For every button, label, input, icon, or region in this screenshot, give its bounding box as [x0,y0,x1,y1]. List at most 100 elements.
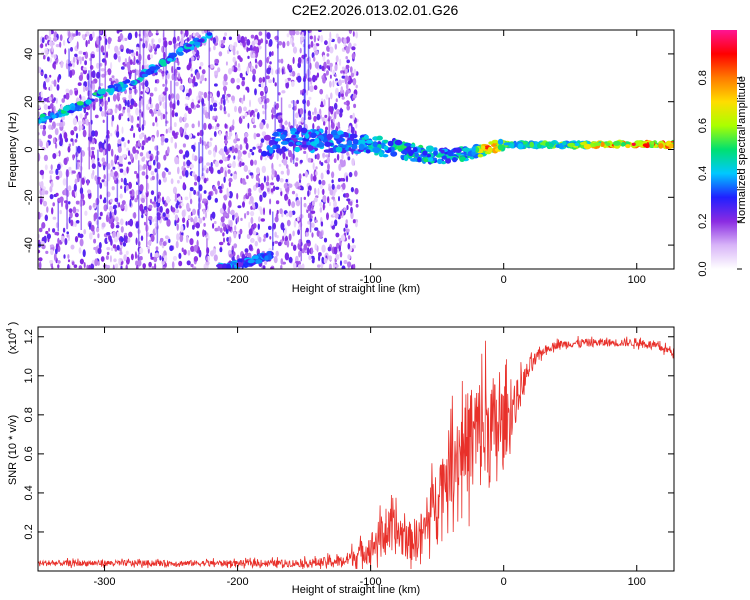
noise-speck [236,78,241,83]
noise-speck [311,204,314,209]
noise-speck [190,263,194,268]
noise-speck [135,51,139,57]
noise-speck [271,107,275,114]
noise-speck [295,157,299,162]
noise-speck [330,122,335,129]
noise-speck [127,32,133,40]
noise-speck [103,174,106,180]
noise-speck [305,227,309,233]
noise-speck [233,66,238,73]
noise-speck [346,205,349,210]
noise-speck [254,39,258,45]
noise-speck [155,116,158,123]
noise-speck [177,166,180,175]
noise-speck [308,110,311,116]
main-carrier-mark [271,136,276,140]
noise-speck [321,256,325,264]
noise-speck [301,248,306,254]
noise-speck [136,59,139,64]
noise-speck [347,235,351,240]
noise-speck [41,188,45,196]
main-carrier-mark [326,133,334,139]
noise-speck [352,93,357,99]
noise-speck [144,58,147,66]
noise-speck [43,154,49,162]
main-carrier-mark [414,152,420,158]
noise-speck [303,150,307,154]
noise-speck [252,74,256,82]
noise-speck [44,73,48,79]
main-carrier-mark [301,144,309,148]
noise-speck [160,114,163,121]
noise-speck [51,44,54,53]
main-carrier-mark [314,137,320,145]
x-tick-label: 0 [501,274,507,286]
noise-speck [307,220,311,225]
noise-speck [347,156,351,161]
noise-speck [259,122,264,130]
noise-speck [203,190,207,194]
main-carrier-mark [459,156,466,161]
noise-speck [209,30,214,33]
noise-streak [68,48,70,77]
noise-speck [55,248,58,255]
main-carrier-mark [261,150,268,157]
noise-streak [138,160,140,261]
noise-speck [208,166,212,172]
noise-speck [345,175,349,183]
noise-speck [290,81,295,87]
noise-speck [59,196,64,203]
noise-speck [334,73,337,78]
noise-speck [124,185,127,194]
noise-speck [172,255,178,261]
noise-speck [116,50,121,56]
noise-speck [66,231,69,235]
noise-speck [252,230,257,236]
noise-speck [318,254,321,262]
noise-speck [230,209,235,216]
noise-speck [198,217,203,224]
noise-speck [110,247,114,251]
noise-speck [148,266,151,269]
noise-speck [165,196,171,204]
noise-speck [102,52,105,56]
noise-speck [156,129,159,138]
noise-speck [43,103,48,111]
noise-speck [229,146,233,151]
noise-speck [87,189,92,194]
noise-speck [149,155,153,162]
drifting-line-lower-mark [62,105,70,112]
noise-speck [154,79,158,84]
noise-speck [243,195,246,199]
noise-speck [322,195,327,203]
main-carrier-mark [447,150,454,157]
noise-speck [313,115,317,122]
noise-speck [151,266,155,269]
noise-speck [174,156,179,165]
noise-speck [172,131,176,137]
noise-streak [300,197,302,262]
snr-y-label: SNR (10 * v/v) [7,415,19,485]
noise-speck [118,114,122,121]
noise-speck [340,86,343,92]
noise-speck [179,205,182,209]
main-carrier-mark [324,141,332,147]
noise-speck [283,182,288,189]
noise-speck [70,130,75,136]
noise-speck [279,208,283,215]
noise-speck [82,129,87,138]
noise-speck [208,141,212,147]
noise-speck [53,97,56,102]
noise-speck [348,30,353,34]
noise-speck [279,178,284,183]
noise-speck [250,159,254,166]
noise-speck [287,63,290,70]
noise-speck [141,191,144,199]
main-carrier-mark [583,143,591,149]
noise-speck [51,207,54,215]
noise-speck [264,157,267,161]
noise-speck [289,65,292,70]
main-carrier-mark [382,154,389,158]
noise-speck [55,142,58,149]
noise-speck [218,185,222,190]
